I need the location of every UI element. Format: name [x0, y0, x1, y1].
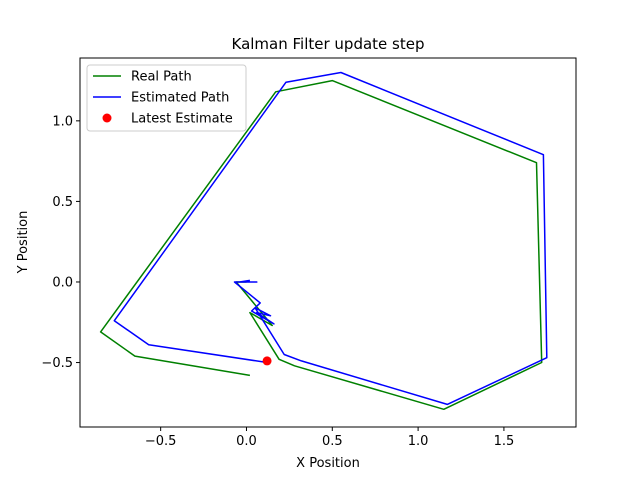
legend-box: [86, 64, 247, 132]
x-axis-ticks: −0.5 0.0 0.5 1.0 1.5: [145, 427, 514, 449]
y-tick-label: −0.5: [41, 356, 73, 371]
legend: Real Path Estimated Path Latest Estimate: [86, 64, 247, 132]
real-path-line: [99, 79, 543, 411]
legend-label-latest-estimate: Latest Estimate: [131, 112, 233, 127]
estimated-path-line: [113, 71, 548, 406]
y-axis-label: Y Position: [16, 211, 31, 275]
chart-title: Kalman Filter update step: [232, 35, 425, 53]
x-axis-label: X Position: [296, 456, 360, 471]
latest-estimate-point: [262, 356, 272, 366]
plot-frame: [79, 57, 577, 428]
y-axis-ticks: −0.5 0.0 0.5 1.0: [41, 114, 80, 371]
legend-label-real-path: Real Path: [131, 70, 192, 85]
y-tick-label: 0.5: [52, 195, 73, 210]
y-tick-label: 0.0: [52, 275, 73, 290]
x-tick-label: 0.5: [322, 434, 343, 449]
x-tick-label: −0.5: [145, 434, 177, 449]
legend-label-estimated-path: Estimated Path: [131, 91, 229, 106]
x-tick-label: 1.0: [408, 434, 429, 449]
x-tick-label: 0.0: [236, 434, 257, 449]
y-tick-label: 1.0: [52, 114, 73, 129]
series-layer: [99, 71, 548, 411]
legend-swatch-latest-estimate: [102, 113, 112, 123]
x-tick-label: 1.5: [494, 434, 515, 449]
